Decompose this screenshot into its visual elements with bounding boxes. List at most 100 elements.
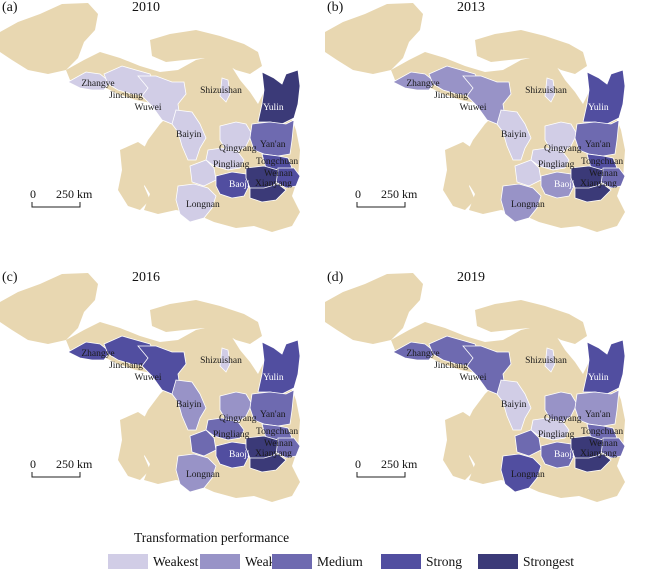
region-baoji [540, 441, 576, 469]
place-label-baoji: Baoji [554, 180, 575, 190]
region-xian [574, 453, 612, 473]
region-qingyang [544, 391, 578, 423]
region-shizuishan [219, 77, 231, 103]
legend-swatch [478, 554, 518, 569]
base-territory [443, 412, 477, 480]
place-label-zhangye: Zhangye [81, 349, 114, 359]
panel-year: 2019 [457, 270, 485, 285]
base-territory [475, 300, 587, 344]
legend-swatch [108, 554, 148, 569]
region-xian [249, 453, 287, 473]
legend-label: Weak [245, 554, 276, 569]
place-label-shizuishan: Shizuishan [200, 356, 242, 366]
legend: Transformation performance Weakest Weak … [0, 528, 650, 570]
place-label-baiyin: Baiyin [176, 130, 202, 140]
place-label-weinan: Weinan [264, 169, 293, 179]
scale-bar-distance: 250 km [56, 457, 93, 471]
legend-label: Weakest [153, 554, 199, 569]
place-label-yulin: Yulin [263, 373, 284, 383]
place-label-baiyin: Baiyin [501, 130, 527, 140]
region-baiyin [496, 109, 532, 161]
place-label-baiyin: Baiyin [501, 400, 527, 410]
map-panel-2016: Zhangye Jinchang Wuwei Shizuishan Baiyin Yuli… [0, 270, 325, 540]
legend-swatch [381, 554, 421, 569]
region-xian [574, 183, 612, 203]
place-label-tongchuan: Tongchuan [256, 157, 298, 167]
scale-bar-zero: 0 [30, 187, 36, 201]
place-label-pingliang: Pingliang [213, 160, 250, 170]
scale-bar [356, 472, 406, 478]
region-yanan [574, 389, 620, 427]
region-longnan [175, 183, 217, 223]
base-territory [118, 142, 152, 210]
place-label-qingyang: Qingyang [544, 414, 582, 424]
region-yulin [582, 339, 626, 395]
panel-label: (d) [327, 270, 344, 285]
legend-label: Medium [317, 554, 363, 569]
region-baoji [215, 441, 251, 469]
scale-bar-distance: 250 km [56, 187, 93, 201]
place-label-shizuishan: Shizuishan [525, 86, 567, 96]
place-label-wuwei: Wuwei [134, 373, 161, 383]
region-yanan [249, 119, 295, 157]
scale-bar [356, 202, 406, 208]
place-label-wuwei: Wuwei [134, 103, 161, 113]
place-label-xianyang: Xianyang [255, 179, 292, 189]
place-label-yulin: Yulin [588, 103, 609, 113]
place-label-qingyang: Qingyang [219, 414, 257, 424]
region-longnan [500, 183, 542, 223]
place-label-weinan: Weinan [589, 169, 618, 179]
region-longnan [175, 453, 217, 493]
base-territory [0, 3, 98, 74]
map-panel-2013: Zhangye Jinchang Wuwei Shizuishan Baiyin Yuli… [325, 0, 650, 270]
region-longnan [500, 453, 542, 493]
place-label-xianyang: Xianyang [255, 449, 292, 459]
region-qingyang [544, 121, 578, 153]
region-pingliang [205, 147, 245, 171]
legend-swatch [272, 554, 312, 569]
place-label-zhangye: Zhangye [406, 349, 439, 359]
place-label-weinan: Weinan [589, 439, 618, 449]
scale-bar-zero: 0 [355, 187, 361, 201]
base-territory [325, 3, 423, 74]
place-label-pingliang: Pingliang [213, 430, 250, 440]
place-label-qingyang: Qingyang [219, 144, 257, 154]
place-label-wuwei: Wuwei [459, 373, 486, 383]
place-label-yanan: Yan'an [585, 410, 611, 420]
scale-bar-distance: 250 km [381, 457, 418, 471]
legend-title: Transformation performance [134, 530, 290, 545]
panel-label: (c) [2, 270, 18, 285]
place-label-tongchuan: Tongchuan [581, 427, 623, 437]
place-label-longnan: Longnan [511, 470, 545, 480]
region-yanan [574, 119, 620, 157]
region-yulin [257, 339, 301, 395]
base-territory [150, 300, 262, 344]
legend-label: Strongest [523, 554, 575, 569]
region-pingliang [530, 417, 570, 441]
region-baiyin [171, 109, 207, 161]
place-label-zhangye: Zhangye [406, 79, 439, 89]
place-label-jinchang: Jinchang [434, 91, 468, 101]
panel-year: 2010 [132, 0, 160, 15]
region-qingyang [219, 391, 253, 423]
place-label-pingliang: Pingliang [538, 160, 575, 170]
place-label-xianyang: Xianyang [580, 179, 617, 189]
base-territory [325, 273, 423, 344]
region-yanan [249, 389, 295, 427]
region-zhangye [392, 341, 436, 361]
region-map: Zhangye Jinchang Wuwei Shizuishan Baiyin Yuli… [0, 273, 301, 502]
legend-swatch [200, 554, 240, 569]
region-baoji [215, 171, 251, 199]
region-zhangye [67, 71, 111, 91]
panel-label: (a) [2, 0, 18, 15]
region-pingliang [530, 147, 570, 171]
scale-bar-distance: 250 km [381, 187, 418, 201]
place-label-yanan: Yan'an [260, 410, 286, 420]
region-map: Zhangye Jinchang Wuwei Shizuishan Baiyin Yuli… [325, 273, 626, 502]
place-label-qingyang: Qingyang [544, 144, 582, 154]
region-xian [249, 183, 287, 203]
base-territory [150, 30, 262, 74]
base-territory [0, 273, 98, 344]
region-pingliang [205, 417, 245, 441]
place-label-shizuishan: Shizuishan [200, 86, 242, 96]
